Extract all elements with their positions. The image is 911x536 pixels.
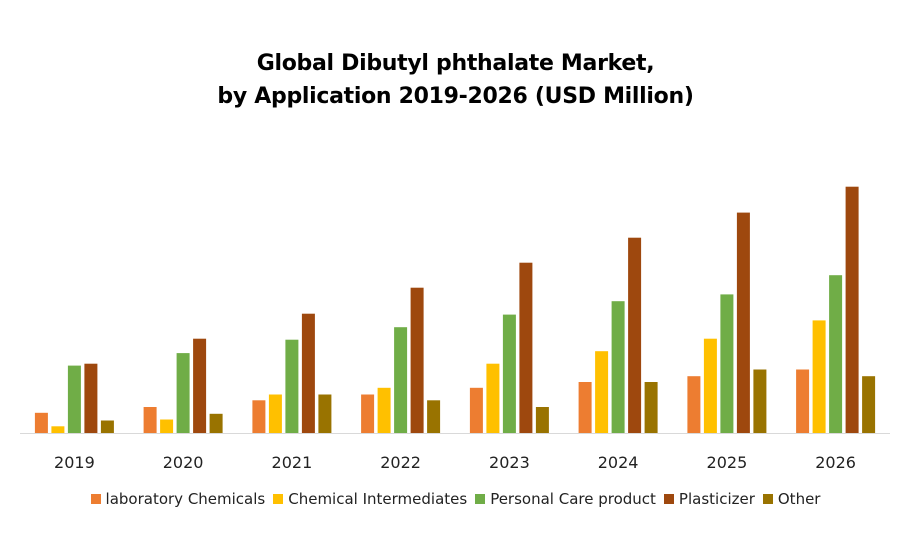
bar-other-2020 bbox=[209, 413, 223, 433]
legend-item: Other bbox=[762, 490, 821, 508]
legend-swatch bbox=[762, 494, 773, 504]
legend-label: laboratory Chemicals bbox=[105, 490, 266, 508]
bar-chemical-intermediates-2024 bbox=[595, 351, 609, 433]
bar-chemical-intermediates-2023 bbox=[486, 363, 500, 433]
chart-legend: laboratory Chemicals Chemical Intermediat… bbox=[0, 490, 911, 508]
x-tick-label: 2022 bbox=[380, 453, 421, 472]
legend-swatch bbox=[475, 494, 486, 504]
x-tick-label: 2020 bbox=[163, 453, 204, 472]
x-tick-label: 2025 bbox=[707, 453, 748, 472]
legend-swatch bbox=[273, 494, 284, 504]
legend-label: Chemical Intermediates bbox=[288, 490, 468, 508]
bar-laboratory-chemicals-2020 bbox=[143, 407, 157, 433]
bar-other-2023 bbox=[535, 407, 549, 433]
bar-laboratory-chemicals-2023 bbox=[469, 387, 483, 433]
bar-personal-care-product-2026 bbox=[829, 275, 843, 433]
bar-other-2025 bbox=[753, 369, 767, 433]
bar-plasticizer-2020 bbox=[193, 338, 207, 433]
bar-laboratory-chemicals-2021 bbox=[252, 400, 266, 433]
bar-personal-care-product-2024 bbox=[611, 301, 625, 433]
bar-laboratory-chemicals-2022 bbox=[361, 394, 375, 433]
bar-plasticizer-2022 bbox=[410, 287, 424, 433]
legend-label: Personal Care product bbox=[490, 490, 656, 508]
bar-other-2019 bbox=[100, 420, 114, 433]
legend-item: Chemical Intermediates bbox=[273, 490, 467, 508]
bar-plasticizer-2025 bbox=[736, 212, 750, 433]
bar-personal-care-product-2022 bbox=[394, 327, 408, 433]
bar-chemical-intermediates-2022 bbox=[377, 387, 391, 433]
chart-title: Global Dibutyl phthalate Market, by Appl… bbox=[0, 47, 911, 113]
bar-plasticizer-2023 bbox=[519, 262, 533, 433]
x-tick-label: 2024 bbox=[598, 453, 639, 472]
bar-plasticizer-2019 bbox=[84, 363, 98, 433]
bar-other-2026 bbox=[862, 376, 876, 433]
x-tick-label: 2026 bbox=[815, 453, 856, 472]
legend-swatch bbox=[90, 494, 101, 504]
bar-laboratory-chemicals-2025 bbox=[687, 376, 701, 433]
bar-chemical-intermediates-2020 bbox=[160, 419, 174, 433]
bar-personal-care-product-2019 bbox=[67, 365, 81, 433]
bar-laboratory-chemicals-2026 bbox=[796, 369, 810, 433]
legend-swatch bbox=[663, 494, 674, 504]
bar-personal-care-product-2020 bbox=[176, 353, 190, 433]
bar-personal-care-product-2021 bbox=[285, 339, 299, 433]
x-tick-label: 2023 bbox=[489, 453, 530, 472]
legend-label: Other bbox=[777, 490, 821, 508]
x-tick-label: 2021 bbox=[272, 453, 313, 472]
bar-chemical-intermediates-2026 bbox=[812, 320, 826, 433]
bar-plasticizer-2024 bbox=[628, 237, 642, 433]
legend-item: Personal Care product bbox=[475, 490, 656, 508]
bar-personal-care-product-2023 bbox=[502, 314, 516, 433]
x-tick-label: 2019 bbox=[54, 453, 95, 472]
legend-label: Plasticizer bbox=[678, 490, 755, 508]
bar-laboratory-chemicals-2024 bbox=[578, 382, 592, 433]
bar-other-2021 bbox=[318, 394, 332, 433]
bar-chemical-intermediates-2019 bbox=[51, 426, 65, 433]
legend-item: Plasticizer bbox=[663, 490, 755, 508]
bar-chemical-intermediates-2021 bbox=[268, 394, 282, 433]
legend-item: laboratory Chemicals bbox=[90, 490, 266, 508]
bar-chemical-intermediates-2025 bbox=[703, 338, 717, 433]
bar-laboratory-chemicals-2019 bbox=[34, 412, 48, 433]
bar-personal-care-product-2025 bbox=[720, 294, 734, 433]
bar-plasticizer-2021 bbox=[301, 313, 315, 433]
bar-plasticizer-2026 bbox=[845, 186, 859, 433]
bar-other-2022 bbox=[427, 400, 441, 433]
bar-other-2024 bbox=[644, 382, 658, 433]
chart-title-line-2: by Application 2019-2026 (USD Million) bbox=[217, 84, 694, 109]
chart-title-line-1: Global Dibutyl phthalate Market, bbox=[256, 51, 655, 76]
